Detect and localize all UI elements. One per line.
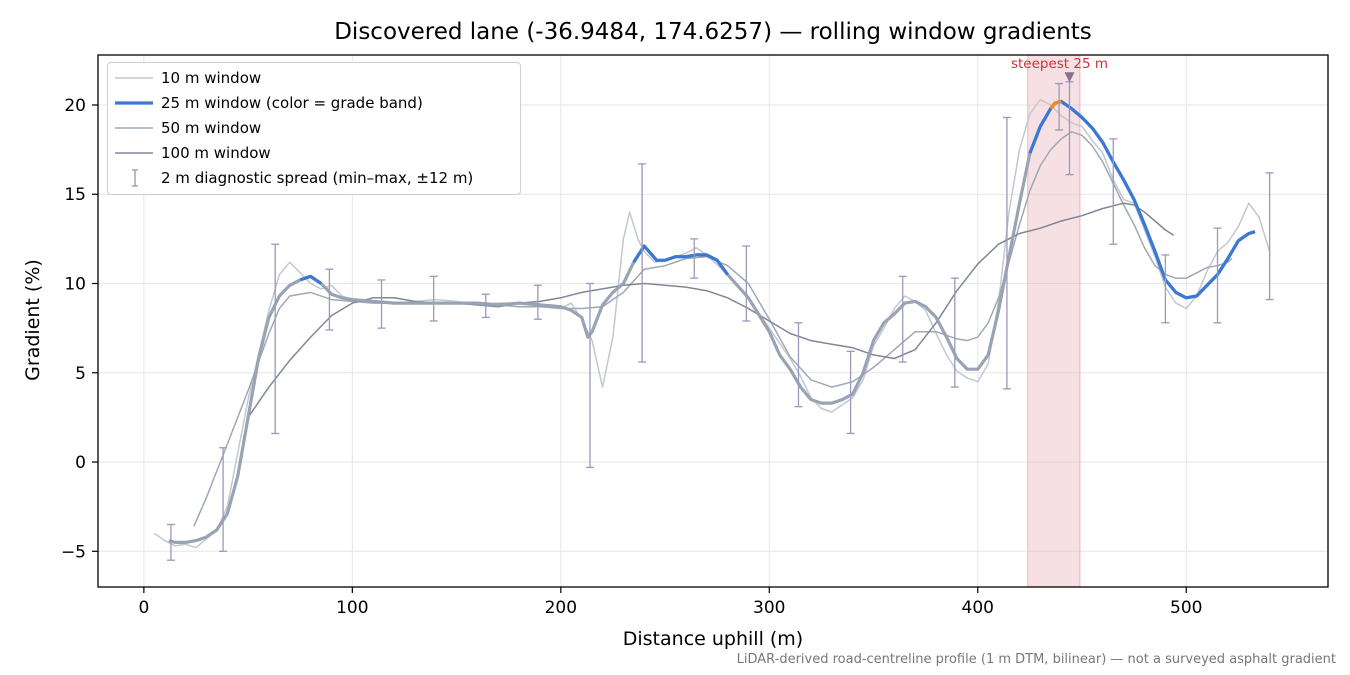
x-tick-label: 100 <box>336 598 368 618</box>
error-bar <box>950 277 959 388</box>
error-bar <box>1265 172 1274 301</box>
steepest-band <box>1027 54 1081 588</box>
y-tick-label: 20 <box>64 96 86 116</box>
error-bar <box>1002 116 1011 390</box>
legend-line-icon <box>115 152 153 154</box>
error-bar-layer <box>166 81 1274 561</box>
error-bar <box>638 163 647 363</box>
legend-item-25m: 25 m window (color = grade band) <box>108 92 520 114</box>
legend: 10 m window 25 m window (color = grade b… <box>107 62 521 195</box>
error-bar <box>1161 254 1170 324</box>
legend-line-icon <box>115 127 153 129</box>
error-bar <box>1109 138 1118 245</box>
steepest-marker-icon <box>1064 72 1075 83</box>
plot-frame <box>97 54 1329 588</box>
error-bar <box>429 275 438 322</box>
x-tick-label: 400 <box>962 598 994 618</box>
series-line-3 <box>247 202 1175 418</box>
series-line-25m-band-0 <box>299 274 322 285</box>
error-bar <box>1055 82 1064 131</box>
legend-label: 100 m window <box>161 144 271 162</box>
marker-layer: steepest 25 m <box>1011 56 1108 83</box>
y-tick-label: 5 <box>75 364 86 384</box>
x-tick-label: 0 <box>138 598 149 618</box>
error-bar <box>533 284 542 320</box>
highlight-band-layer <box>1027 54 1081 588</box>
y-tick-label: 15 <box>64 185 86 205</box>
legend-item-10m: 10 m window <box>108 67 520 89</box>
legend-label: 50 m window <box>161 119 262 137</box>
series-line-25m-band-1 <box>632 244 729 276</box>
y-tick-label: −5 <box>61 542 86 562</box>
error-bar <box>690 238 699 279</box>
legend-line-icon <box>115 77 153 79</box>
legend-line-icon <box>115 101 153 105</box>
y-tick-label: 10 <box>64 275 86 295</box>
x-tick-label: 500 <box>1170 598 1202 618</box>
error-bar <box>481 293 490 319</box>
error-bar <box>325 268 334 331</box>
legend-label: 2 m diagnostic spread (min–max, ±12 m) <box>161 169 474 187</box>
legend-errorbar-icon <box>132 169 138 187</box>
error-bar <box>377 279 386 329</box>
legend-item-50m: 50 m window <box>108 117 520 139</box>
error-bar <box>1213 227 1222 324</box>
chart-title: Discovered lane (-36.9484, 174.6257) — r… <box>334 19 1092 45</box>
y-axis-label: Gradient (%) <box>22 259 44 381</box>
legend-item-spread: 2 m diagnostic spread (min–max, ±12 m) <box>108 167 520 189</box>
legend-label: 10 m window <box>161 69 262 87</box>
series-line-0 <box>153 98 1271 549</box>
legend-item-100m: 100 m window <box>108 142 520 164</box>
steepest-label: steepest 25 m <box>1011 56 1108 72</box>
series-line-2 <box>193 131 1233 527</box>
x-tick-label: 300 <box>753 598 785 618</box>
error-bar <box>742 245 751 322</box>
error-bar <box>898 275 907 363</box>
error-bar <box>219 447 228 552</box>
x-axis-label: Distance uphill (m) <box>622 628 804 650</box>
x-tick-label: 200 <box>545 598 577 618</box>
error-bar <box>166 523 175 561</box>
error-bar <box>271 243 280 435</box>
error-bar <box>586 282 594 469</box>
error-bar <box>846 350 855 435</box>
axes-layer: 0 100 200 300 400 500 −5 0 5 10 15 20 <box>61 54 1329 618</box>
y-tick-label: 0 <box>75 453 86 473</box>
error-bar <box>794 322 803 408</box>
series-layer <box>153 98 1271 549</box>
footnote: LiDAR-derived road-centreline profile (1… <box>736 652 1336 667</box>
legend-label: 25 m window (color = grade band) <box>161 94 423 112</box>
